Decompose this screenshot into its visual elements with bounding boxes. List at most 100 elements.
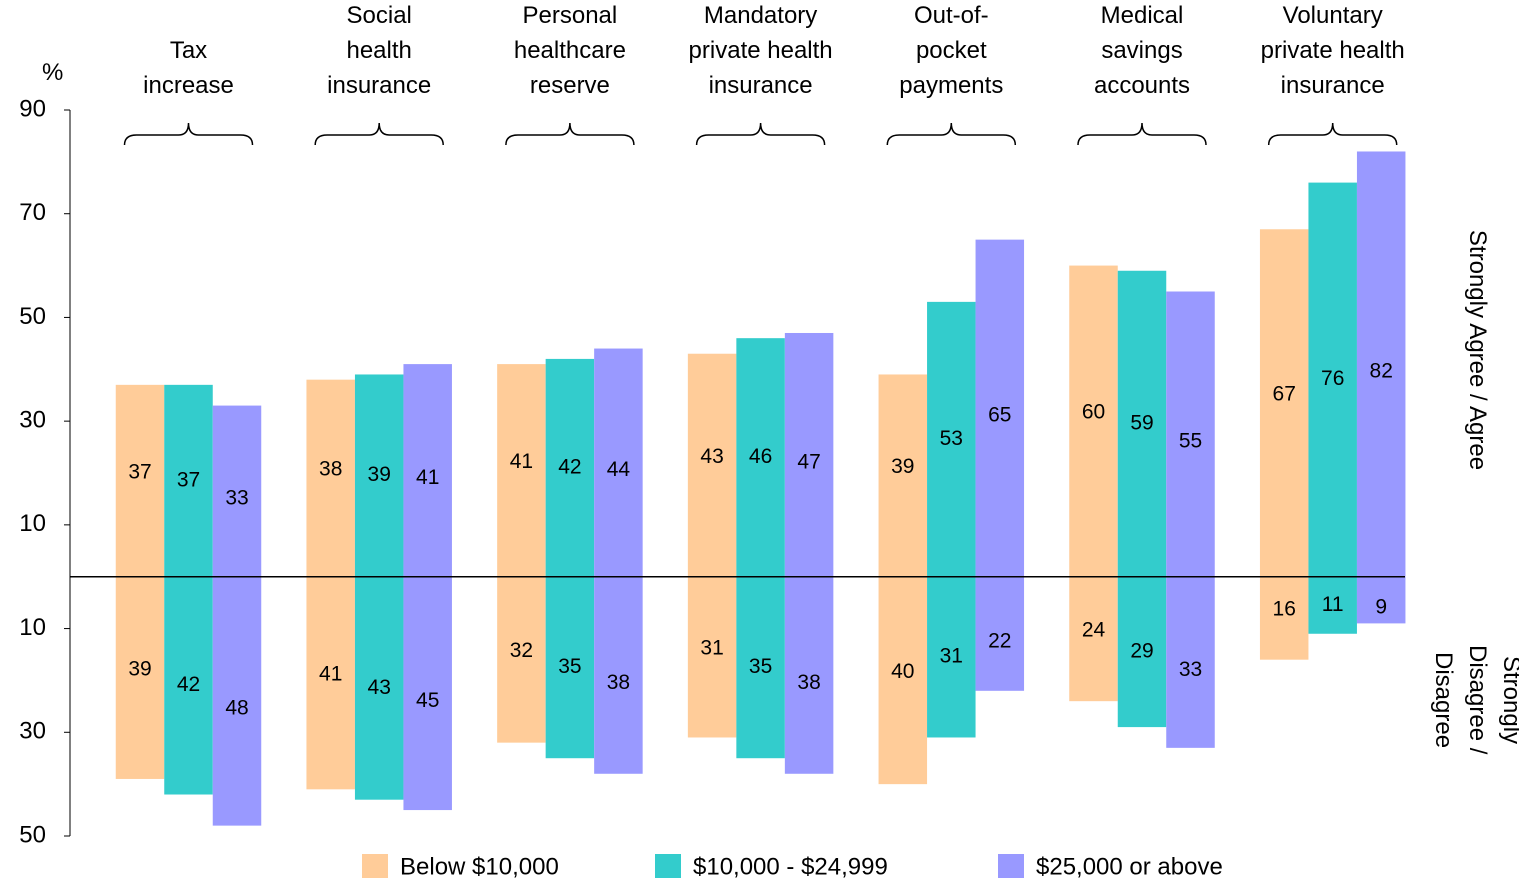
value-label: 29	[1130, 639, 1153, 662]
y-tick-label: 30	[19, 406, 46, 433]
value-label: 37	[177, 468, 200, 491]
value-label: 22	[988, 629, 1011, 652]
value-label: 76	[1321, 367, 1344, 390]
value-label: 43	[700, 445, 723, 468]
bar-agree	[736, 338, 785, 577]
category-label: Personal healthcare reserve	[513, 2, 626, 99]
value-label: 44	[607, 458, 631, 481]
value-label: 39	[891, 455, 914, 478]
bar-agree	[212, 405, 262, 577]
bar-agree	[975, 239, 1025, 577]
bar-agree	[403, 364, 452, 577]
brace	[314, 122, 444, 146]
category-label: Mandatory private health insurance	[688, 2, 833, 99]
value-label: 35	[749, 655, 772, 678]
bar-agree	[687, 353, 737, 577]
value-label: 39	[128, 657, 151, 680]
bar-disagree	[784, 576, 834, 774]
brace	[1267, 122, 1398, 146]
value-label: 38	[797, 671, 820, 694]
value-label: 48	[225, 697, 248, 720]
y-tick-label: 50	[19, 821, 46, 848]
bar-agree	[1117, 270, 1167, 577]
legend-label: $25,000 or above	[1036, 853, 1223, 878]
brace	[123, 122, 254, 146]
y-tick-label: 50	[19, 303, 46, 330]
bar-disagree	[736, 576, 785, 759]
category-label: Out-of- pocket payments	[899, 2, 1004, 99]
value-label: 16	[1273, 598, 1296, 621]
value-label: 67	[1273, 383, 1296, 406]
bar-agree	[1166, 291, 1215, 577]
value-label: 60	[1082, 401, 1105, 424]
bar-agree	[1356, 151, 1406, 577]
bar-agree	[164, 384, 213, 577]
value-label: 11	[1322, 593, 1344, 616]
value-label: 41	[510, 450, 533, 473]
bar-disagree	[1259, 576, 1309, 660]
bar-disagree	[927, 576, 976, 738]
category-label: Social health insurance	[327, 2, 432, 99]
legend-swatch	[998, 854, 1024, 878]
brace	[695, 122, 826, 146]
value-label: 32	[510, 639, 533, 662]
bar-agree	[784, 332, 834, 577]
value-label: 38	[319, 458, 342, 481]
bar-disagree	[545, 576, 595, 759]
value-label: 35	[558, 655, 581, 678]
legend-label: $10,000 - $24,999	[693, 853, 888, 878]
bar-disagree	[354, 576, 404, 800]
value-label: 31	[700, 637, 723, 660]
value-label: 42	[558, 455, 581, 478]
brace	[1077, 122, 1207, 146]
legend-swatch	[362, 854, 388, 878]
value-label: 42	[177, 673, 200, 696]
value-label: 41	[319, 663, 342, 686]
bar-agree	[306, 379, 355, 577]
value-label: 40	[891, 660, 914, 683]
bar-disagree	[212, 576, 262, 826]
bar-agree	[497, 364, 546, 577]
category-label: Tax increase	[143, 37, 234, 99]
y-axis-label: %	[42, 59, 64, 86]
bar-disagree	[878, 576, 928, 785]
category-label: Medical savings accounts	[1093, 2, 1191, 99]
value-label: 82	[1370, 360, 1393, 383]
legend-label: Below $10,000	[400, 853, 559, 878]
bar-agree	[354, 374, 404, 577]
bar-disagree	[1166, 576, 1215, 748]
y-tick-label: 70	[19, 199, 46, 226]
bar-disagree	[497, 576, 546, 743]
value-label: 37	[128, 460, 151, 483]
bar-disagree	[687, 576, 737, 738]
bar-disagree	[306, 576, 355, 790]
bar-disagree	[115, 576, 165, 779]
bar-disagree	[1356, 576, 1406, 624]
value-label: 47	[797, 450, 820, 473]
value-label: 65	[988, 404, 1011, 427]
value-label: 41	[416, 466, 439, 489]
y-tick-label: 10	[19, 510, 46, 537]
bar-disagree	[975, 576, 1025, 691]
value-label: 53	[940, 427, 963, 450]
bar-agree	[1259, 229, 1309, 577]
bar-disagree	[1117, 576, 1167, 728]
bar-agree	[1308, 182, 1357, 577]
y-tick-label: 90	[19, 95, 46, 122]
bar-agree	[878, 374, 928, 577]
value-label: 38	[607, 671, 630, 694]
bar-disagree	[594, 576, 643, 774]
brace	[505, 122, 635, 146]
bar-disagree	[164, 576, 213, 795]
value-label: 45	[416, 689, 439, 712]
bar-disagree	[1308, 576, 1357, 634]
bar-agree	[115, 384, 165, 577]
bar-disagree	[1069, 576, 1118, 702]
value-label: 55	[1179, 430, 1202, 453]
value-label: 33	[225, 487, 248, 510]
y-tick-label: 10	[19, 614, 46, 641]
brace	[886, 122, 1017, 146]
right-label-agree: Strongly Agree / Agree	[1464, 229, 1491, 471]
value-label: 24	[1082, 618, 1106, 641]
value-label: 31	[940, 645, 963, 668]
